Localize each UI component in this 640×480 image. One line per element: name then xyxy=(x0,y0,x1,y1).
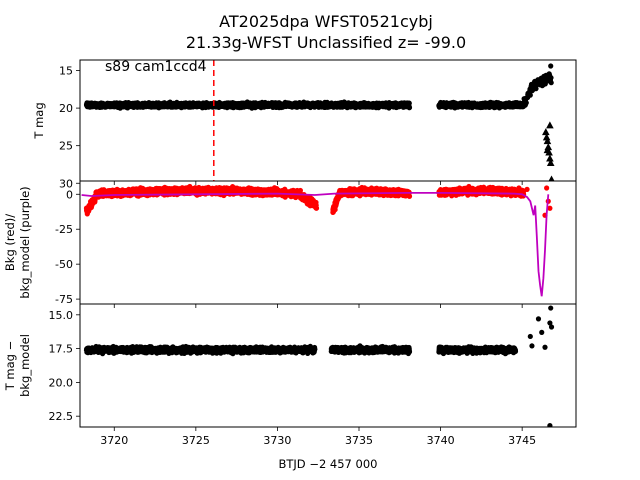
data-point xyxy=(406,104,413,111)
upper-limit-marker xyxy=(548,175,555,181)
upper-limit-marker xyxy=(546,158,555,166)
y-tick-label: 15 xyxy=(59,65,73,78)
upper-limit-marker xyxy=(543,137,552,145)
sector-annotation: s89 cam1ccd4 xyxy=(105,59,207,75)
upper-limit-marker xyxy=(546,154,554,162)
data-point xyxy=(548,63,554,69)
data-point xyxy=(406,100,412,106)
panel-tmag: 15 20 25 30 T mag s89 cam1ccd4 xyxy=(32,59,577,190)
y-tick-label: 20 xyxy=(59,102,73,115)
upper-limit-marker xyxy=(542,128,550,136)
upper-limit-marker xyxy=(543,146,552,154)
plot-area xyxy=(83,60,555,181)
data-point xyxy=(547,75,553,81)
axes-frame xyxy=(79,59,577,182)
data-point xyxy=(528,85,534,91)
y-axis-label: T mag xyxy=(32,102,46,139)
data-point xyxy=(522,102,528,108)
y-tick-label: 30 xyxy=(59,177,73,190)
plot-area xyxy=(81,183,553,297)
title-line-1: AT2025dpa WFST0521cybj xyxy=(219,12,433,31)
y-tick-label: 25 xyxy=(59,140,73,153)
title-line-2: 21.33g-WFST Unclassified z= -99.0 xyxy=(186,33,466,52)
upper-limit-marker xyxy=(546,121,554,129)
upper-limit-marker xyxy=(542,133,551,141)
